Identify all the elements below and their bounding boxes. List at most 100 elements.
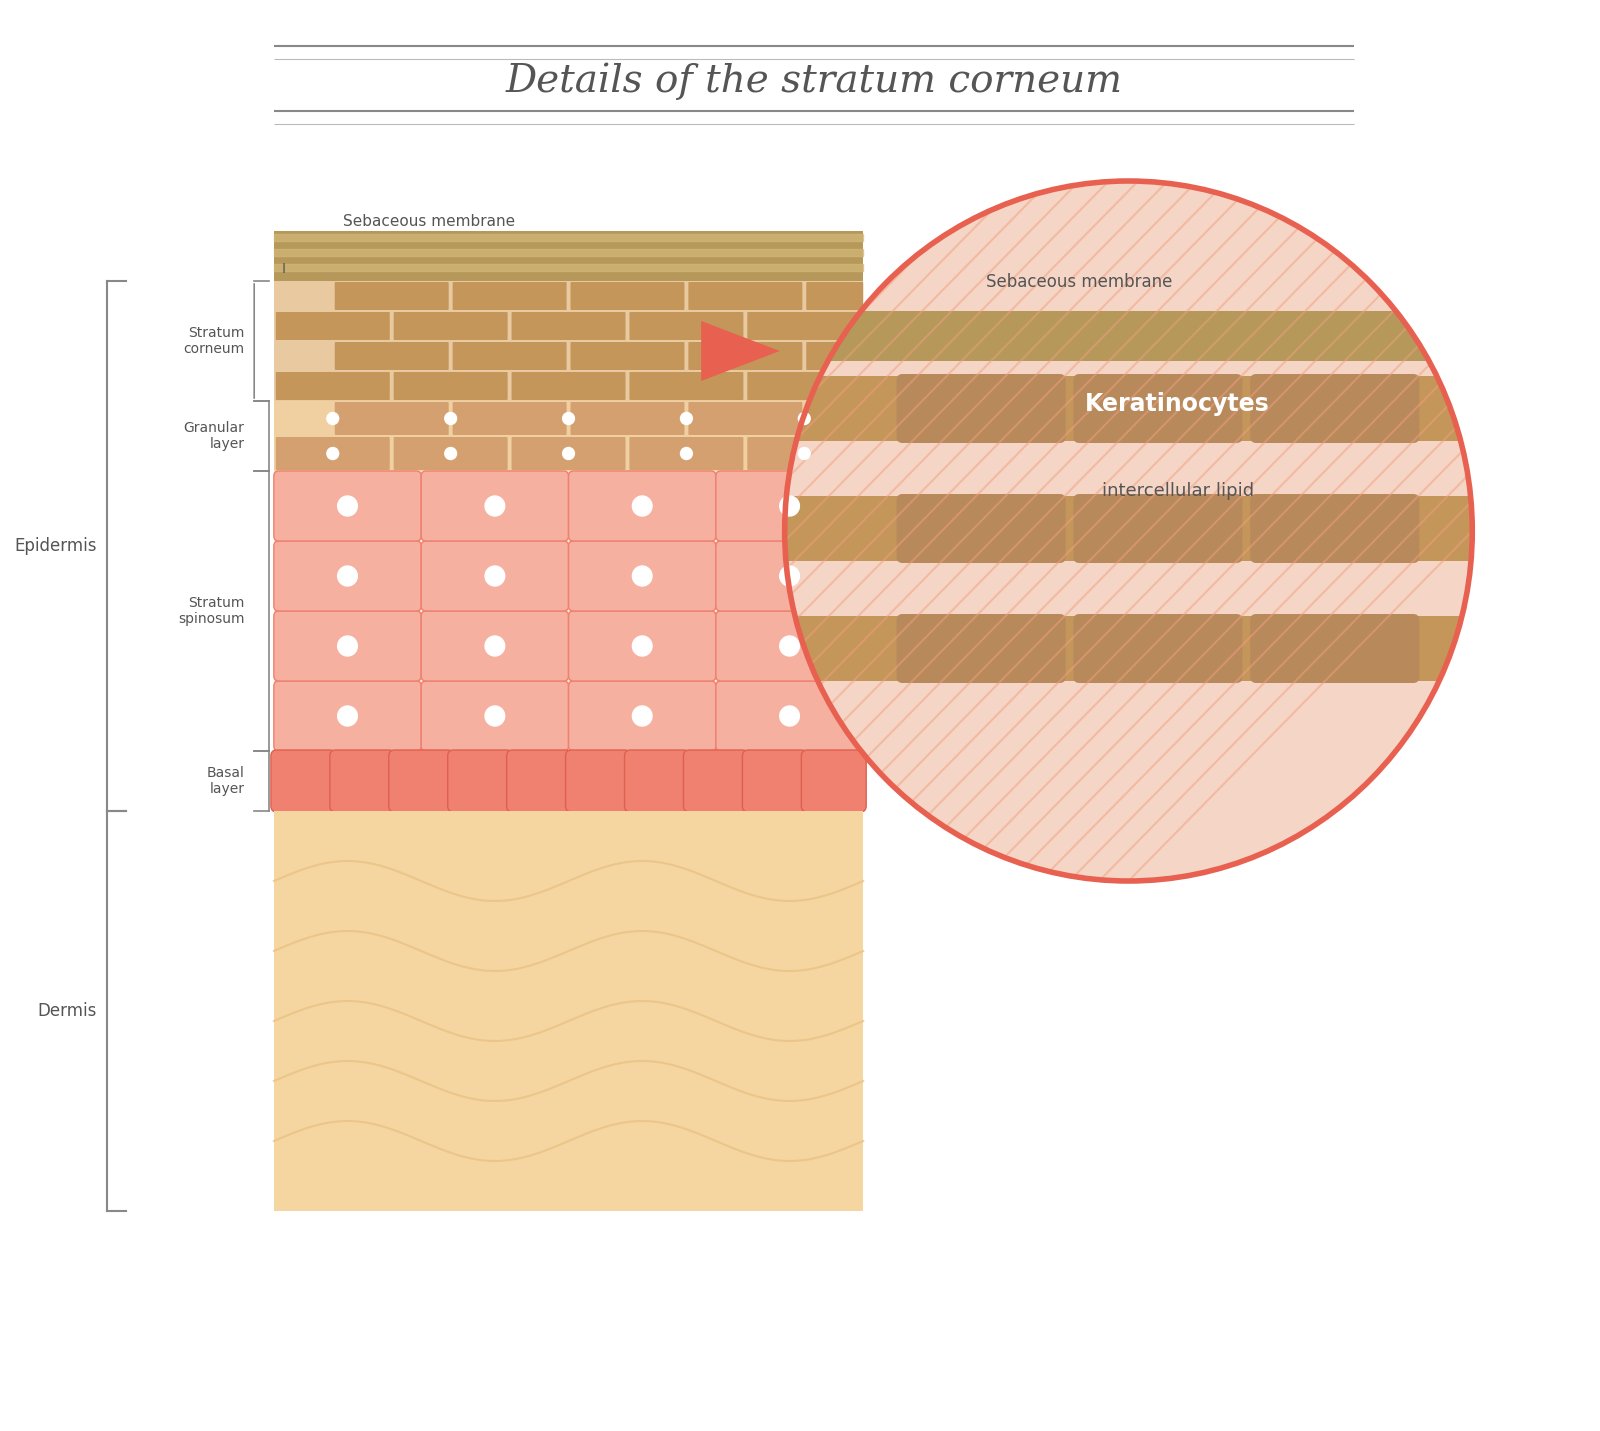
- FancyBboxPatch shape: [896, 373, 1066, 444]
- FancyBboxPatch shape: [1074, 614, 1243, 683]
- FancyBboxPatch shape: [334, 282, 448, 311]
- FancyBboxPatch shape: [274, 541, 421, 611]
- FancyBboxPatch shape: [1074, 494, 1243, 562]
- Circle shape: [485, 567, 504, 587]
- FancyBboxPatch shape: [747, 372, 861, 401]
- FancyBboxPatch shape: [512, 372, 626, 401]
- FancyBboxPatch shape: [421, 611, 568, 681]
- Text: Sebaceous membrane: Sebaceous membrane: [986, 273, 1173, 290]
- FancyBboxPatch shape: [448, 750, 512, 811]
- Text: Basal
layer: Basal layer: [206, 766, 245, 796]
- Bar: [274, 230, 864, 1211]
- FancyBboxPatch shape: [571, 342, 685, 371]
- Circle shape: [680, 412, 693, 425]
- Text: Dermis: Dermis: [38, 1002, 98, 1020]
- FancyBboxPatch shape: [512, 312, 626, 341]
- FancyBboxPatch shape: [568, 471, 715, 541]
- Bar: [274, 751, 864, 811]
- FancyBboxPatch shape: [274, 230, 864, 280]
- FancyBboxPatch shape: [330, 750, 395, 811]
- FancyBboxPatch shape: [1250, 494, 1419, 562]
- FancyBboxPatch shape: [453, 402, 566, 435]
- Circle shape: [326, 448, 339, 459]
- FancyBboxPatch shape: [453, 342, 566, 371]
- FancyBboxPatch shape: [275, 372, 390, 401]
- Circle shape: [485, 635, 504, 655]
- Circle shape: [338, 705, 357, 726]
- FancyBboxPatch shape: [568, 541, 715, 611]
- FancyBboxPatch shape: [394, 436, 507, 469]
- Bar: [784, 497, 1472, 561]
- FancyBboxPatch shape: [275, 312, 390, 341]
- Text: Sebaceous membrane: Sebaceous membrane: [342, 213, 515, 229]
- FancyBboxPatch shape: [715, 611, 864, 681]
- Circle shape: [632, 705, 653, 726]
- FancyBboxPatch shape: [715, 681, 864, 751]
- FancyBboxPatch shape: [747, 436, 861, 469]
- Bar: [274, 280, 864, 401]
- FancyBboxPatch shape: [394, 372, 507, 401]
- Text: I: I: [282, 262, 286, 276]
- Bar: [274, 401, 864, 471]
- FancyBboxPatch shape: [453, 282, 566, 311]
- FancyBboxPatch shape: [624, 750, 690, 811]
- FancyBboxPatch shape: [421, 471, 568, 541]
- FancyBboxPatch shape: [896, 494, 1066, 562]
- Circle shape: [632, 635, 653, 655]
- Circle shape: [485, 497, 504, 517]
- Text: Epidermis: Epidermis: [14, 537, 98, 555]
- FancyBboxPatch shape: [806, 402, 864, 435]
- Bar: [784, 615, 1472, 681]
- FancyBboxPatch shape: [688, 282, 802, 311]
- FancyBboxPatch shape: [629, 372, 744, 401]
- Circle shape: [632, 567, 653, 587]
- Text: intercellular lipid: intercellular lipid: [1101, 482, 1254, 499]
- Bar: [274, 471, 864, 751]
- FancyBboxPatch shape: [1250, 614, 1419, 683]
- Circle shape: [485, 705, 504, 726]
- Text: Keratinocytes: Keratinocytes: [1085, 392, 1270, 415]
- FancyBboxPatch shape: [683, 750, 749, 811]
- FancyBboxPatch shape: [629, 312, 744, 341]
- FancyBboxPatch shape: [274, 611, 421, 681]
- Text: Details of the stratum corneum: Details of the stratum corneum: [506, 63, 1123, 100]
- FancyBboxPatch shape: [896, 614, 1066, 683]
- FancyBboxPatch shape: [274, 471, 421, 541]
- FancyBboxPatch shape: [389, 750, 454, 811]
- Text: Granular
layer: Granular layer: [184, 421, 245, 451]
- Circle shape: [798, 412, 810, 425]
- Circle shape: [338, 635, 357, 655]
- Circle shape: [445, 448, 456, 459]
- FancyBboxPatch shape: [394, 312, 507, 341]
- Bar: [274, 811, 864, 1211]
- FancyBboxPatch shape: [571, 282, 685, 311]
- Bar: [784, 311, 1472, 361]
- Text: Stratum
spinosum: Stratum spinosum: [178, 595, 245, 627]
- Circle shape: [563, 448, 574, 459]
- FancyBboxPatch shape: [507, 750, 571, 811]
- Circle shape: [798, 448, 810, 459]
- FancyBboxPatch shape: [688, 402, 802, 435]
- FancyBboxPatch shape: [512, 436, 626, 469]
- Circle shape: [338, 497, 357, 517]
- FancyBboxPatch shape: [421, 681, 568, 751]
- Circle shape: [784, 180, 1472, 881]
- FancyBboxPatch shape: [715, 471, 864, 541]
- FancyBboxPatch shape: [568, 681, 715, 751]
- FancyBboxPatch shape: [747, 312, 861, 341]
- Polygon shape: [701, 321, 779, 381]
- FancyBboxPatch shape: [629, 436, 744, 469]
- FancyBboxPatch shape: [688, 342, 802, 371]
- FancyBboxPatch shape: [571, 402, 685, 435]
- Circle shape: [779, 497, 800, 517]
- FancyBboxPatch shape: [275, 436, 390, 469]
- FancyBboxPatch shape: [334, 402, 448, 435]
- FancyBboxPatch shape: [742, 750, 808, 811]
- Circle shape: [779, 705, 800, 726]
- FancyBboxPatch shape: [421, 541, 568, 611]
- Circle shape: [563, 412, 574, 425]
- Circle shape: [632, 497, 653, 517]
- FancyBboxPatch shape: [270, 750, 336, 811]
- Text: Stratum
corneum: Stratum corneum: [184, 326, 245, 356]
- Circle shape: [338, 567, 357, 587]
